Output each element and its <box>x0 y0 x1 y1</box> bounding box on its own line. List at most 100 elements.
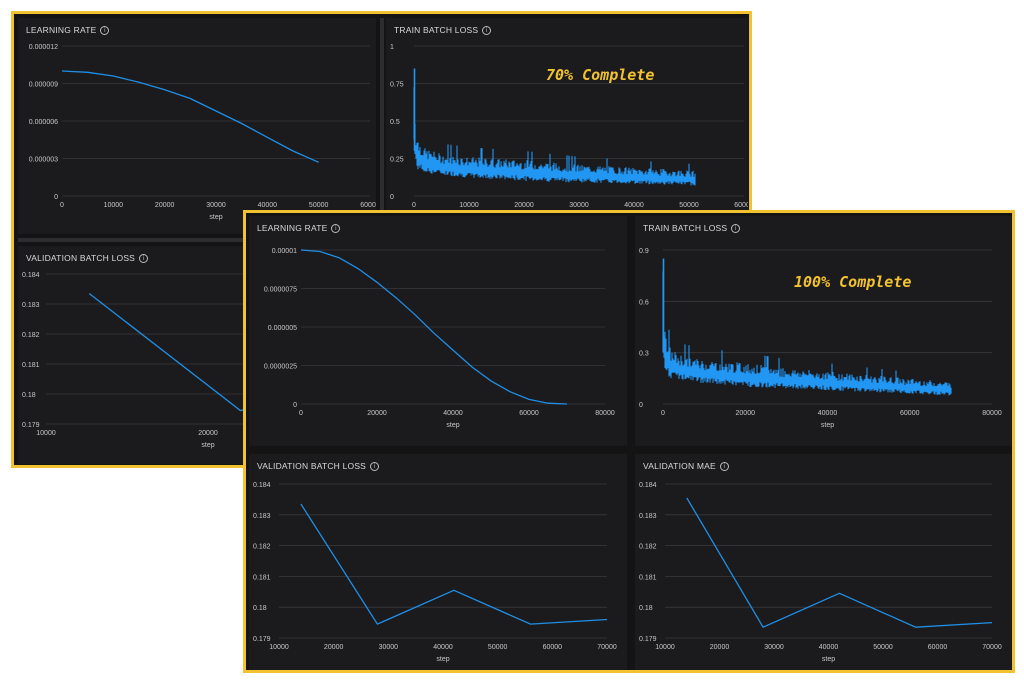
x-tick-label: 50000 <box>488 644 508 651</box>
x-axis-label: step <box>209 214 222 221</box>
y-tick-label: 0.184 <box>253 482 271 489</box>
series-line <box>61 70 319 163</box>
y-tick-label: 0.18 <box>22 392 36 399</box>
y-tick-label: 0.000009 <box>29 82 58 89</box>
y-tick-label: 0.000012 <box>29 44 58 51</box>
info-icon[interactable]: i <box>139 253 149 263</box>
x-tick-label: 20000 <box>736 410 756 417</box>
x-tick-label: 10000 <box>269 644 289 651</box>
y-tick-label: 1 <box>390 44 394 51</box>
y-tick-label: 0.183 <box>253 513 271 520</box>
y-tick-label: 0.179 <box>253 636 271 643</box>
panel-divider <box>18 238 376 242</box>
series-line <box>300 249 568 405</box>
chart-svg: 0.179 0.18 0.181 0.182 0.183 0.184 10000 20000 3… <box>253 482 617 663</box>
x-tick-label: 30000 <box>206 202 226 209</box>
y-tick-label: 0.18 <box>253 605 267 612</box>
y-tick-label: 0.184 <box>22 272 40 279</box>
x-tick-label: 80000 <box>595 410 615 417</box>
x-tick-label: 20000 <box>155 202 175 209</box>
y-tick-label: 0 <box>639 402 643 409</box>
x-tick-label: 30000 <box>379 644 399 651</box>
x-axis-label: step <box>436 656 449 663</box>
info-icon[interactable]: i <box>482 25 492 35</box>
x-tick-label: 40000 <box>818 410 838 417</box>
info-icon[interactable]: i <box>719 461 729 471</box>
x-tick-label: 10000 <box>104 202 124 209</box>
chart-title: VALIDATION BATCH LOSS i <box>26 253 149 263</box>
info-icon[interactable]: i <box>100 25 110 35</box>
x-tick-label: 20000 <box>710 644 730 651</box>
x-tick-label: 50000 <box>309 202 329 209</box>
x-tick-label: 60000 <box>734 202 748 209</box>
panel-divider <box>380 18 384 228</box>
x-tick-label: 10000 <box>36 430 56 437</box>
y-tick-label: 0.184 <box>639 482 657 489</box>
chart-title: TRAIN BATCH LOSS i <box>394 25 492 35</box>
x-axis-label: step <box>446 422 459 429</box>
series-line <box>300 503 608 625</box>
y-tick-label: 0.3 <box>639 351 649 358</box>
chart-svg: 0.179 0.18 0.181 0.182 0.183 0.184 10000 20000 3… <box>639 482 1002 663</box>
chart-title-text: VALIDATION BATCH LOSS <box>26 253 136 263</box>
chart-panel-back-train: TRAIN BATCH LOSS i 0 0.25 0.5 0.75 1 0 10000 200… <box>386 18 748 234</box>
y-tick-label: 0.0000025 <box>264 364 297 371</box>
chart-title: TRAIN BATCH LOSS i <box>643 223 741 233</box>
chart-panel-front-mae: VALIDATION MAE i 0.179 0.18 0.181 0.182 0.183… <box>635 454 1012 670</box>
progress-annotation: 70% Complete <box>546 66 655 84</box>
chart-title-text: LEARNING RATE <box>26 25 97 35</box>
chart-panel-front-lr: LEARNING RATE i 0 0.0000025 0.000005 0.00000… <box>249 216 627 446</box>
info-icon[interactable]: i <box>731 223 741 233</box>
chart-title-text: TRAIN BATCH LOSS <box>643 223 728 233</box>
x-tick-label: 0 <box>60 202 64 209</box>
x-tick-label: 50000 <box>679 202 699 209</box>
x-tick-label: 60000 <box>928 644 948 651</box>
chart-svg: 0 0.3 0.6 0.9 0 20000 40000 60000 80000 step <box>639 248 1002 429</box>
x-tick-label: 70000 <box>982 644 1002 651</box>
x-tick-label: 60000 <box>519 410 539 417</box>
x-tick-label: 20000 <box>324 644 344 651</box>
chart-title: VALIDATION BATCH LOSS i <box>257 461 380 471</box>
chart-title: VALIDATION MAE i <box>643 461 729 471</box>
info-icon[interactable]: i <box>370 461 380 471</box>
y-tick-label: 0 <box>54 194 58 201</box>
chart-title: LEARNING RATE i <box>257 223 341 233</box>
y-tick-label: 0.000006 <box>29 119 58 126</box>
x-tick-label: 30000 <box>764 644 784 651</box>
y-tick-label: 0.183 <box>639 513 657 520</box>
x-tick-label: 80000 <box>982 410 1002 417</box>
chart-panel-front-val: VALIDATION BATCH LOSS i 0.179 0.18 0.181 0.1… <box>249 454 627 670</box>
y-tick-label: 0.00001 <box>272 248 297 255</box>
x-tick-label: 20000 <box>367 410 387 417</box>
chart-svg: 0 0.25 0.5 0.75 1 0 10000 20000 30000 40000 50000 6… <box>390 44 748 221</box>
x-tick-label: 40000 <box>624 202 644 209</box>
x-tick-label: 70000 <box>597 644 617 651</box>
x-tick-label: 40000 <box>433 644 453 651</box>
x-tick-label: 40000 <box>819 644 839 651</box>
x-tick-label: 50000 <box>873 644 893 651</box>
y-tick-label: 0.75 <box>390 82 404 89</box>
y-tick-label: 0.000005 <box>268 325 297 332</box>
y-tick-label: 0.9 <box>639 248 649 255</box>
y-tick-label: 0.182 <box>22 332 40 339</box>
y-tick-label: 0.179 <box>22 422 40 429</box>
x-tick-label: 20000 <box>514 202 534 209</box>
chart-panel-back-lr: LEARNING RATE i 0 0.000003 0.000006 0.000009… <box>18 18 376 234</box>
x-tick-label: 10000 <box>655 644 675 651</box>
info-icon[interactable]: i <box>331 223 341 233</box>
chart-title: LEARNING RATE i <box>26 25 110 35</box>
x-tick-label: 60000 <box>543 644 563 651</box>
series-line <box>686 497 993 629</box>
progress-annotation: 100% Complete <box>794 273 912 291</box>
y-tick-label: 0 <box>293 402 297 409</box>
chart-panel-front-train: TRAIN BATCH LOSS i 0 0.3 0.6 0.9 0 20000 40000 6… <box>635 216 1012 446</box>
y-tick-label: 0.25 <box>390 157 404 164</box>
chart-title-text: LEARNING RATE <box>257 223 328 233</box>
y-tick-label: 0.182 <box>253 544 271 551</box>
x-tick-label: 20000 <box>198 430 218 437</box>
x-axis-label: step <box>822 656 835 663</box>
chart-title-text: VALIDATION MAE <box>643 461 716 471</box>
y-tick-label: 0 <box>390 194 394 201</box>
y-tick-label: 0.183 <box>22 302 40 309</box>
y-tick-label: 0.0000075 <box>264 287 297 294</box>
